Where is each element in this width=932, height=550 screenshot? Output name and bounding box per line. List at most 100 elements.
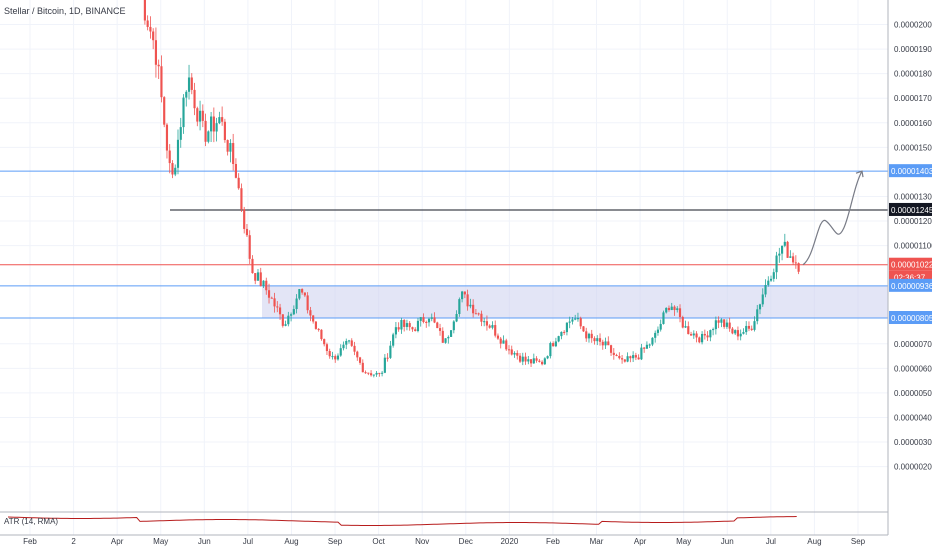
candle-body bbox=[725, 322, 728, 327]
candle-body bbox=[695, 333, 698, 338]
candle-body bbox=[541, 361, 544, 365]
candle-body bbox=[483, 321, 486, 323]
level-tag bbox=[889, 202, 932, 216]
candle-body bbox=[574, 318, 577, 320]
level-tag bbox=[889, 278, 932, 292]
time-tick-label: Dec bbox=[459, 537, 473, 546]
candle-body bbox=[165, 124, 169, 151]
candle-body bbox=[496, 335, 500, 339]
candle-body bbox=[524, 356, 527, 362]
candle-body bbox=[248, 235, 251, 259]
candle-body bbox=[353, 345, 356, 352]
candle-body bbox=[769, 278, 773, 281]
candle-body bbox=[535, 358, 538, 361]
candle-body bbox=[176, 139, 180, 168]
candle-body bbox=[513, 352, 516, 355]
candle-body bbox=[629, 356, 632, 359]
candle-body bbox=[265, 280, 268, 291]
candle-body bbox=[667, 307, 671, 311]
countdown-label: 02:36:37 bbox=[894, 274, 926, 283]
candle-body bbox=[149, 26, 152, 32]
candle-body bbox=[290, 314, 293, 316]
candle-body bbox=[364, 372, 367, 374]
candle-body bbox=[386, 357, 389, 359]
candle-body bbox=[361, 362, 364, 373]
candle-body bbox=[201, 110, 204, 121]
candle-body bbox=[347, 340, 351, 342]
candle-body bbox=[747, 325, 751, 329]
candle-body bbox=[756, 309, 759, 322]
time-axis: Feb 2 Apr May Jun Jul Aug Sep Oct Nov Dec 2020 Feb Ma… bbox=[23, 537, 866, 546]
candle-body bbox=[601, 341, 604, 346]
candle-body bbox=[196, 108, 199, 122]
candle-body bbox=[256, 272, 260, 281]
time-tick-label: Jun bbox=[721, 537, 734, 546]
level-tag-label: 0.00000936 bbox=[891, 282, 932, 291]
candle-body bbox=[441, 330, 444, 343]
candle-body bbox=[182, 97, 185, 128]
candle-body bbox=[375, 372, 378, 375]
candle-body bbox=[615, 354, 618, 356]
candle-body bbox=[372, 374, 375, 376]
candle-body bbox=[232, 143, 235, 165]
candle-body bbox=[565, 322, 568, 333]
candle-body bbox=[557, 336, 560, 342]
candle-body bbox=[698, 337, 701, 343]
candle-body bbox=[789, 256, 792, 258]
candle-body bbox=[358, 357, 362, 363]
candle-body bbox=[480, 313, 483, 322]
candle-body bbox=[215, 123, 218, 132]
candle-body bbox=[171, 163, 174, 175]
candle-body bbox=[226, 140, 229, 152]
candle-body bbox=[750, 328, 753, 330]
candle-body bbox=[218, 117, 221, 124]
time-tick-label: May bbox=[676, 537, 691, 546]
candle-body bbox=[267, 290, 271, 298]
candle-body bbox=[673, 306, 676, 311]
candle-body bbox=[381, 372, 384, 374]
candle-body bbox=[152, 31, 155, 41]
candle-body bbox=[193, 89, 196, 109]
candle-body bbox=[312, 315, 315, 322]
candle-body bbox=[488, 325, 491, 328]
time-tick-label: Feb bbox=[23, 537, 37, 546]
time-tick-label: Mar bbox=[590, 537, 604, 546]
candle-body bbox=[612, 352, 615, 355]
candle-body bbox=[328, 351, 331, 357]
candle-body bbox=[223, 121, 226, 141]
candle-body bbox=[780, 245, 784, 254]
candle-body bbox=[143, 0, 146, 21]
candle-body bbox=[634, 355, 637, 358]
candle-body bbox=[455, 314, 458, 322]
candle-body bbox=[350, 340, 353, 346]
candle-body bbox=[689, 334, 693, 336]
candle-body bbox=[665, 307, 668, 313]
candle-body bbox=[764, 284, 767, 295]
candle-body bbox=[389, 345, 392, 358]
candle-body bbox=[778, 253, 781, 256]
candle-body bbox=[356, 351, 359, 358]
candle-body bbox=[245, 228, 249, 236]
candle-body bbox=[609, 345, 613, 353]
candle-body bbox=[221, 117, 224, 122]
candle-body bbox=[678, 308, 682, 318]
level-tag bbox=[889, 311, 932, 325]
candle-body bbox=[676, 308, 679, 311]
candle-body bbox=[772, 272, 775, 279]
chart-title: Stellar / Bitcoin, 1D, BINANCE bbox=[4, 6, 126, 16]
candle-body bbox=[458, 299, 461, 315]
candle-body bbox=[190, 77, 193, 90]
candle-body bbox=[709, 330, 712, 338]
candle-body bbox=[659, 323, 662, 330]
candle-body bbox=[207, 131, 210, 142]
candle-body bbox=[532, 358, 535, 364]
candle-body bbox=[637, 357, 640, 360]
candle-body bbox=[303, 292, 306, 296]
candle-body bbox=[758, 304, 762, 310]
candle-body bbox=[408, 323, 411, 328]
